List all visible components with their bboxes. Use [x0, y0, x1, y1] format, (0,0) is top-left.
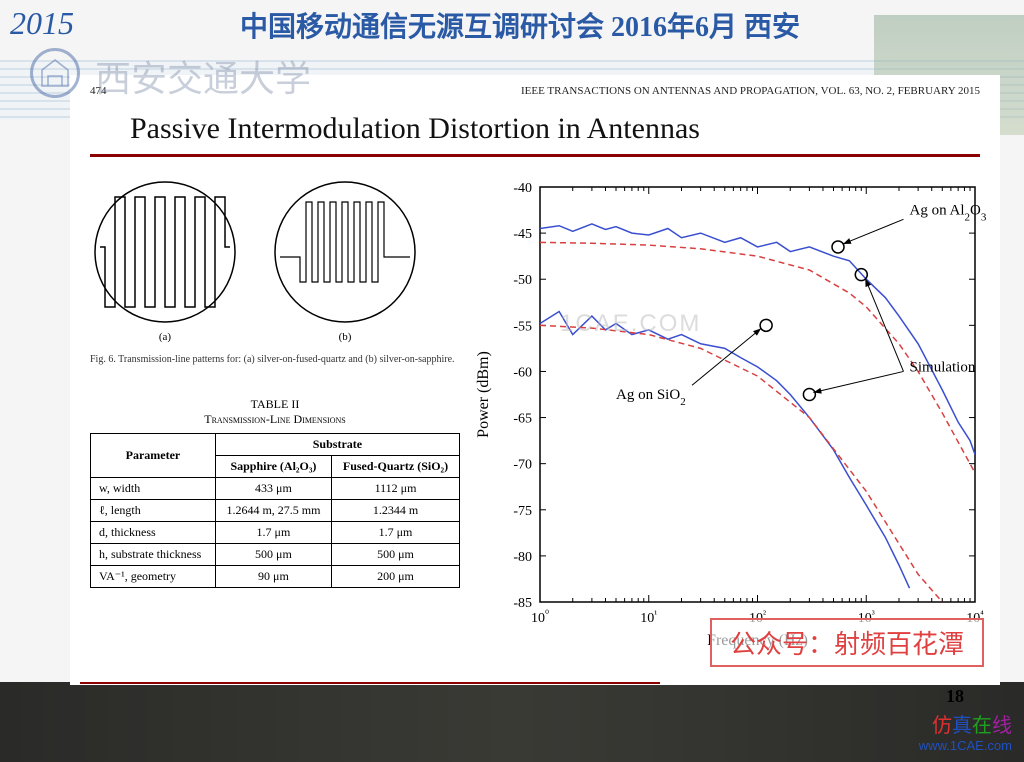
- university-name: 西安交通大学: [95, 50, 311, 102]
- watermark-box: 公众号：射频百花潭: [710, 618, 984, 667]
- brand-url: www.1CAE.com: [919, 738, 1012, 754]
- bg-photo: [0, 682, 1024, 762]
- power-frequency-chart: -85-80-75-70-65-60-55-50-45-4010⁰10¹10²1…: [470, 177, 990, 657]
- svg-text:Power (dBm): Power (dBm): [475, 351, 492, 438]
- figure-6-caption: Fig. 6. Transmission-line patterns for: …: [90, 353, 460, 367]
- cell-value: 1112 μm: [332, 478, 460, 500]
- figure-6a-label: (a): [90, 331, 240, 343]
- cell-param: w, width: [91, 478, 216, 500]
- svg-text:-65: -65: [513, 412, 532, 427]
- bottom-rule: [80, 682, 660, 684]
- corner-brand: 仿真在线 www.1CAE.com: [919, 714, 1012, 754]
- svg-text:-85: -85: [513, 596, 532, 611]
- cell-param: VA⁻¹, geometry: [91, 566, 216, 588]
- paper-excerpt: 474 IEEE TRANSACTIONS ON ANTENNAS AND PR…: [70, 75, 1000, 685]
- table-row: ℓ, length1.2644 m, 27.5 mm1.2344 m: [91, 500, 460, 522]
- cell-param: h, substrate thickness: [91, 544, 216, 566]
- svg-text:-50: -50: [513, 273, 532, 288]
- year-badge: 2015: [10, 5, 74, 42]
- svg-text:-55: -55: [513, 319, 532, 334]
- svg-text:-60: -60: [513, 365, 532, 380]
- cell-value: 1.2344 m: [332, 500, 460, 522]
- cell-value: 500 μm: [215, 544, 331, 566]
- svg-text:-75: -75: [513, 504, 532, 519]
- table-row: h, substrate thickness500 μm500 μm: [91, 544, 460, 566]
- paper-title: Passive Intermodulation Distortion in An…: [130, 112, 980, 146]
- col-substrate: Substrate: [215, 434, 459, 456]
- slide-page-number: 18: [946, 686, 964, 707]
- cell-value: 1.7 μm: [332, 522, 460, 544]
- table-2-title: TABLE II Transmission-Line Dimensions: [90, 397, 460, 427]
- table-row: d, thickness1.7 μm1.7 μm: [91, 522, 460, 544]
- table-row: w, width433 μm1112 μm: [91, 478, 460, 500]
- svg-text:Simulation: Simulation: [910, 359, 976, 375]
- pattern-b-svg: [270, 177, 420, 327]
- svg-text:-80: -80: [513, 550, 532, 565]
- svg-text:-45: -45: [513, 227, 532, 242]
- conference-title: 中国移动通信无源互调研讨会 2016年6月 西安: [240, 5, 800, 45]
- cell-param: ℓ, length: [91, 500, 216, 522]
- cell-value: 1.2644 m, 27.5 mm: [215, 500, 331, 522]
- col-quartz: Fused-Quartz (SiO₂): [332, 456, 460, 478]
- figure-6-patterns: (a) (b): [90, 177, 460, 343]
- cell-value: 500 μm: [332, 544, 460, 566]
- cell-value: 90 μm: [215, 566, 331, 588]
- cell-value: 200 μm: [332, 566, 460, 588]
- cell-param: d, thickness: [91, 522, 216, 544]
- cell-value: 1.7 μm: [215, 522, 331, 544]
- svg-text:10¹: 10¹: [640, 609, 657, 627]
- figure-6b-label: (b): [270, 331, 420, 343]
- table-2: Parameter Substrate Sapphire (Al₂O₃) Fus…: [90, 433, 460, 588]
- svg-text:10⁰: 10⁰: [531, 609, 549, 627]
- table-row: VA⁻¹, geometry90 μm200 μm: [91, 566, 460, 588]
- journal-citation: IEEE TRANSACTIONS ON ANTENNAS AND PROPAG…: [521, 85, 980, 97]
- university-logo: [30, 48, 80, 98]
- pattern-a-svg: [90, 177, 240, 327]
- svg-text:-70: -70: [513, 458, 532, 473]
- divider-rule: [90, 154, 980, 157]
- col-parameter: Parameter: [91, 434, 216, 478]
- cell-value: 433 μm: [215, 478, 331, 500]
- watermark-center: 1CAE.COM: [560, 310, 701, 338]
- col-sapphire: Sapphire (Al₂O₃): [215, 456, 331, 478]
- svg-text:-40: -40: [513, 181, 532, 196]
